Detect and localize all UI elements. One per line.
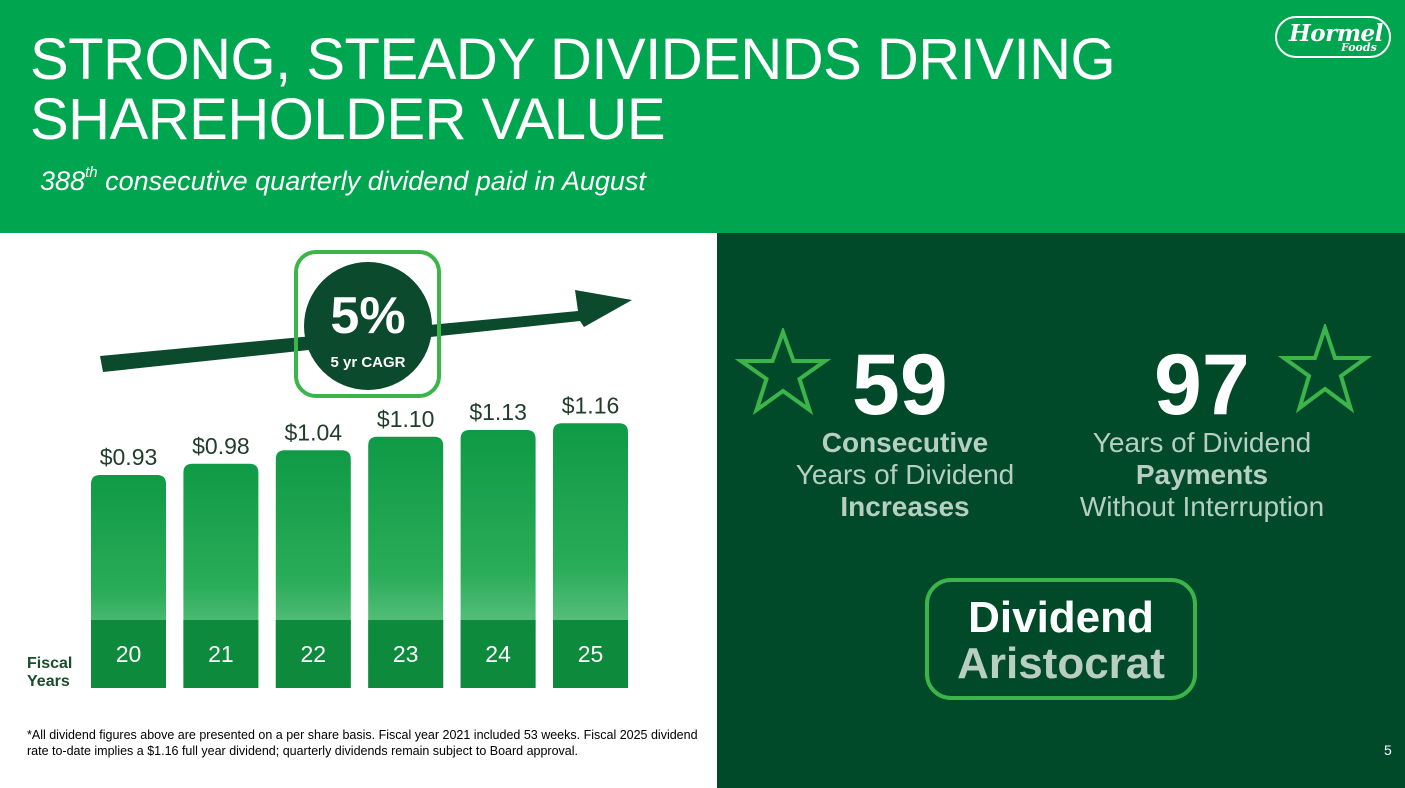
page-number: 5 — [1384, 742, 1392, 758]
caption-line: Consecutive — [770, 427, 1040, 459]
company-logo: Hormel Foods — [1275, 16, 1391, 58]
x-tick-label: 22 — [301, 641, 327, 667]
x-tick-label: 21 — [208, 641, 234, 667]
years-of-payments-number: 97 — [1154, 340, 1250, 430]
logo-subtext: Foods — [1341, 41, 1377, 54]
bar-value-label: $1.10 — [377, 406, 435, 432]
years-of-payments-caption: Years of Dividend Payments Without Inter… — [1062, 427, 1342, 523]
caption-line: Years of Dividend — [1062, 427, 1342, 459]
bar-value-label: $1.16 — [562, 392, 620, 418]
x-tick-label: 25 — [578, 641, 604, 667]
caption-line: Years of Dividend — [770, 459, 1040, 491]
cagr-badge: 5% 5 yr CAGR — [304, 262, 432, 390]
star-icon — [730, 328, 836, 418]
x-axis-label-line1: Fiscal — [27, 655, 72, 672]
cagr-value: 5% — [304, 288, 432, 344]
footnote: *All dividend figures above are presente… — [27, 727, 707, 759]
x-axis-label: Fiscal Years — [27, 655, 72, 691]
dividend-aristocrat-badge: Dividend Aristocrat — [925, 578, 1197, 700]
caption-line: Payments — [1062, 459, 1342, 491]
x-tick-label: 20 — [116, 641, 142, 667]
caption-line: Increases — [770, 491, 1040, 523]
badge-line1: Dividend — [929, 594, 1193, 642]
star-icon — [1278, 324, 1372, 416]
x-axis-label-line2: Years — [27, 673, 70, 690]
x-tick-label: 23 — [393, 641, 419, 667]
cagr-label: 5 yr CAGR — [304, 354, 432, 371]
badge-line2: Aristocrat — [929, 640, 1193, 688]
bar-value-label: $0.93 — [100, 444, 158, 470]
consecutive-increases-caption: Consecutive Years of Dividend Increases — [770, 427, 1040, 523]
bar-value-label: $1.13 — [469, 399, 527, 425]
consecutive-increases-number: 59 — [852, 340, 948, 430]
bar-value-label: $0.98 — [192, 433, 250, 459]
bar-value-label: $1.04 — [285, 419, 343, 445]
caption-line: Without Interruption — [1062, 491, 1342, 523]
x-tick-label: 24 — [485, 641, 511, 667]
